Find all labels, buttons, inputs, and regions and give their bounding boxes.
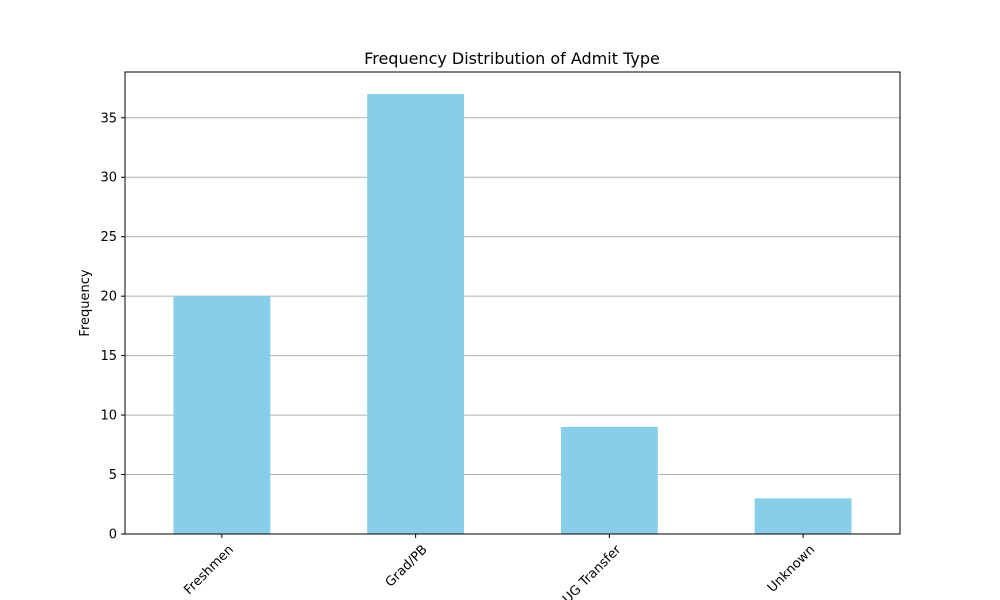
y-tick-label: 30 (100, 171, 117, 186)
y-tick-label: 20 (100, 290, 117, 305)
bar (754, 498, 852, 534)
y-tick-label: 10 (100, 409, 117, 424)
y-tick-label: 25 (100, 230, 117, 245)
plot-frame (124, 71, 901, 535)
y-axis-label: Frequency (78, 269, 93, 336)
x-tick-label: Unknown (765, 542, 818, 595)
bars (173, 94, 852, 534)
bar (173, 296, 271, 534)
x-tick-label: Freshmen (181, 542, 237, 598)
chart-title: Frequency Distribution of Admit Type (364, 49, 660, 68)
y-axis-ticks: 0 5 10 15 20 25 30 35 (100, 111, 125, 543)
bar (367, 94, 465, 534)
y-tick-label: 15 (100, 349, 117, 364)
bar (560, 426, 658, 534)
x-tick-label: UG Transfer (560, 542, 625, 600)
x-axis-ticks: Freshmen Grad/PB UG Transfer Unknown (181, 534, 818, 600)
x-tick-label: Grad/PB (383, 542, 431, 590)
y-tick-label: 35 (100, 111, 117, 126)
y-tick-label: 0 (109, 528, 117, 543)
y-tick-label: 5 (109, 468, 117, 483)
